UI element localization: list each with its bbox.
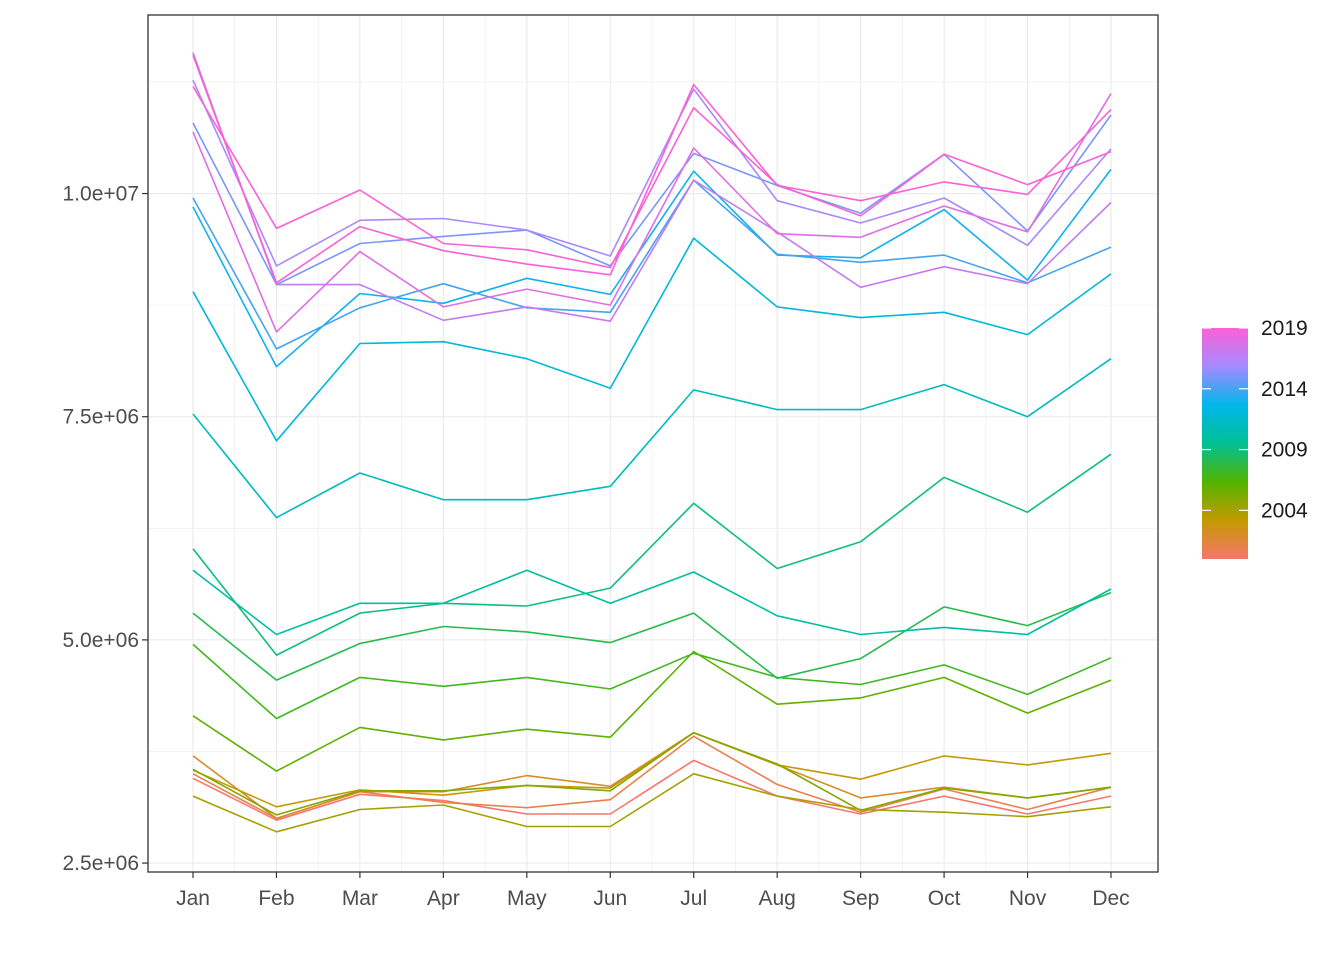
plot-panel-border — [147, 14, 1159, 873]
series-line-2005 — [192, 731, 1112, 816]
series-line-2019 — [192, 54, 1112, 284]
x-tick-label: Jan — [176, 887, 210, 910]
series-line-2015 — [192, 114, 1112, 286]
x-tick-label: Jul — [680, 887, 707, 910]
series-line-2017 — [192, 52, 1112, 323]
series-line-2020 — [192, 85, 1112, 269]
grid — [148, 15, 1158, 872]
x-tick-label: Feb — [258, 887, 294, 910]
series-line-2016 — [192, 79, 1112, 267]
series-lines — [192, 52, 1112, 833]
series-line-2004 — [192, 772, 1112, 833]
series-line-2018 — [192, 93, 1112, 333]
legend-label-2014: 2014 — [1261, 378, 1308, 401]
legend-label-2004: 2004 — [1261, 499, 1308, 522]
y-tick-label: 7.5e+06 — [63, 406, 140, 429]
y-tick-label: 2.5e+06 — [63, 852, 140, 875]
series-line-2011 — [192, 358, 1112, 519]
y-tick-label: 5.0e+06 — [63, 629, 140, 652]
series-line-2008 — [192, 591, 1112, 681]
x-tick-label: Apr — [427, 887, 460, 910]
series-line-2009 — [192, 453, 1112, 656]
series-line-2006 — [192, 650, 1112, 772]
series-line-2014 — [192, 179, 1112, 350]
x-tick-label: Aug — [758, 887, 795, 910]
x-tick-label: Nov — [1009, 887, 1047, 910]
axes: 2.5e+06 5.0e+06 7.5e+06 1.0e+07 Jan Feb Mar Apr… — [63, 183, 1130, 910]
series-line-2013 — [192, 168, 1112, 368]
x-tick-label: Dec — [1092, 887, 1129, 910]
legend-label-2019: 2019 — [1261, 317, 1308, 340]
x-tick-label: Jun — [593, 887, 627, 910]
series-line-2000 — [192, 759, 1112, 822]
series-line-2003 — [192, 731, 1112, 808]
legend-colorbar — [1202, 328, 1248, 559]
color-legend: 2004 2009 2014 2019 — [1202, 317, 1308, 559]
x-tick-label: Mar — [342, 887, 378, 910]
legend-label-2009: 2009 — [1261, 439, 1308, 462]
x-tick-label: May — [507, 887, 547, 910]
series-line-2012 — [192, 237, 1112, 442]
x-tick-label: Oct — [928, 887, 961, 910]
x-tick-label: Sep — [842, 887, 879, 910]
y-tick-label: 1.0e+07 — [63, 183, 140, 206]
series-line-2010 — [192, 569, 1112, 636]
series-line-2007 — [192, 643, 1112, 720]
